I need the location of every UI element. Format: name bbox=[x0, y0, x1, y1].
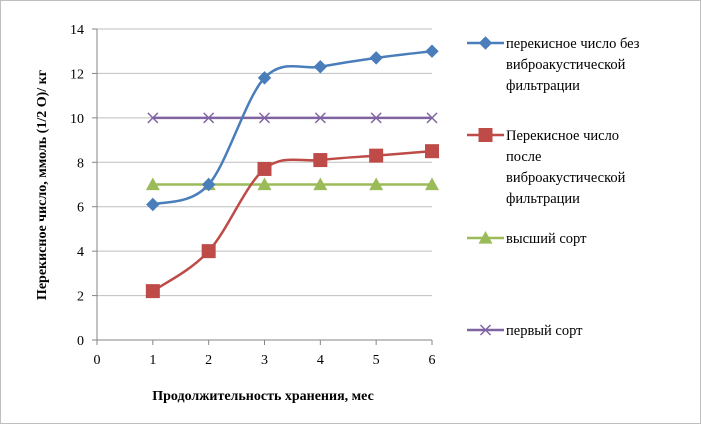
data-point-marker bbox=[426, 112, 438, 124]
legend-label: высший сорт bbox=[506, 231, 587, 247]
legend-item: высший сорт bbox=[467, 231, 587, 247]
legend-label: виброакустической bbox=[506, 57, 626, 73]
legend-marker bbox=[479, 324, 492, 336]
data-point-marker bbox=[314, 112, 326, 124]
legend-label: фильтрации bbox=[506, 78, 580, 94]
legend-label: перекисное число без bbox=[506, 36, 640, 52]
y-tick-label: 6 bbox=[77, 201, 84, 216]
data-point-marker bbox=[145, 177, 160, 191]
x-tick-label: 1 bbox=[149, 353, 156, 368]
legend-item: Перекисное число после виброакустической фи… bbox=[467, 128, 626, 207]
y-axis-title: Перекисное число, ммоль (1/2 О)/ кг bbox=[35, 70, 50, 300]
legend-marker bbox=[478, 128, 493, 142]
series-line bbox=[152, 49, 433, 206]
data-point-marker bbox=[201, 244, 216, 259]
data-point-marker bbox=[257, 177, 272, 191]
series-1 bbox=[145, 144, 439, 299]
legend-item: первый сорт bbox=[467, 323, 583, 339]
data-point-marker bbox=[370, 112, 382, 124]
data-point-marker bbox=[257, 161, 272, 176]
legend: перекисное число без виброакустической фил… bbox=[467, 36, 640, 339]
data-point-marker bbox=[313, 177, 328, 191]
data-point-marker bbox=[313, 60, 328, 74]
legend-label: виброакустической bbox=[506, 170, 626, 186]
x-tick-label: 4 bbox=[317, 353, 324, 368]
legend-marker bbox=[478, 36, 493, 50]
data-point-marker bbox=[258, 112, 271, 124]
x-tick-label: 6 bbox=[429, 353, 436, 368]
x-tick-label: 0 bbox=[94, 353, 101, 368]
legend-label: первый сорт bbox=[506, 323, 583, 339]
data-point-marker bbox=[313, 153, 328, 168]
data-point-marker bbox=[257, 71, 272, 85]
y-tick-label: 14 bbox=[70, 23, 84, 38]
data-point-marker bbox=[425, 177, 439, 191]
data-point-marker bbox=[425, 144, 439, 159]
data-point-marker bbox=[369, 51, 383, 65]
data-point-marker bbox=[369, 148, 384, 163]
legend-label: фильтрации bbox=[506, 191, 580, 207]
series-0 bbox=[146, 44, 439, 212]
series-line bbox=[152, 149, 433, 293]
y-tick-label: 0 bbox=[77, 334, 84, 349]
data-point-marker bbox=[203, 112, 215, 124]
data-point-marker bbox=[147, 112, 159, 124]
legend-label: после bbox=[506, 149, 541, 165]
legend-label: Перекисное число bbox=[506, 128, 619, 144]
y-tick-label: 2 bbox=[77, 290, 84, 305]
legend-marker bbox=[478, 231, 493, 244]
y-tick-label: 4 bbox=[77, 245, 84, 260]
x-tick-label: 5 bbox=[373, 353, 380, 368]
y-tick-label: 10 bbox=[70, 112, 84, 127]
data-point-marker bbox=[145, 284, 160, 299]
data-point-marker bbox=[425, 44, 439, 58]
legend-item: перекисное число без виброакустической фил… bbox=[467, 36, 640, 94]
series-3 bbox=[147, 112, 438, 124]
data-point-marker bbox=[146, 197, 160, 212]
series-2 bbox=[145, 177, 439, 191]
x-axis-title: Продолжительность хранения, мес bbox=[152, 389, 374, 404]
y-tick-label: 12 bbox=[70, 67, 84, 82]
x-tick-label: 3 bbox=[261, 353, 268, 368]
series bbox=[145, 44, 439, 299]
data-point-marker bbox=[369, 177, 384, 191]
axes bbox=[92, 28, 433, 345]
data-point-marker bbox=[201, 177, 216, 192]
y-tick-label: 8 bbox=[77, 156, 84, 171]
x-tick-label: 2 bbox=[205, 353, 212, 368]
